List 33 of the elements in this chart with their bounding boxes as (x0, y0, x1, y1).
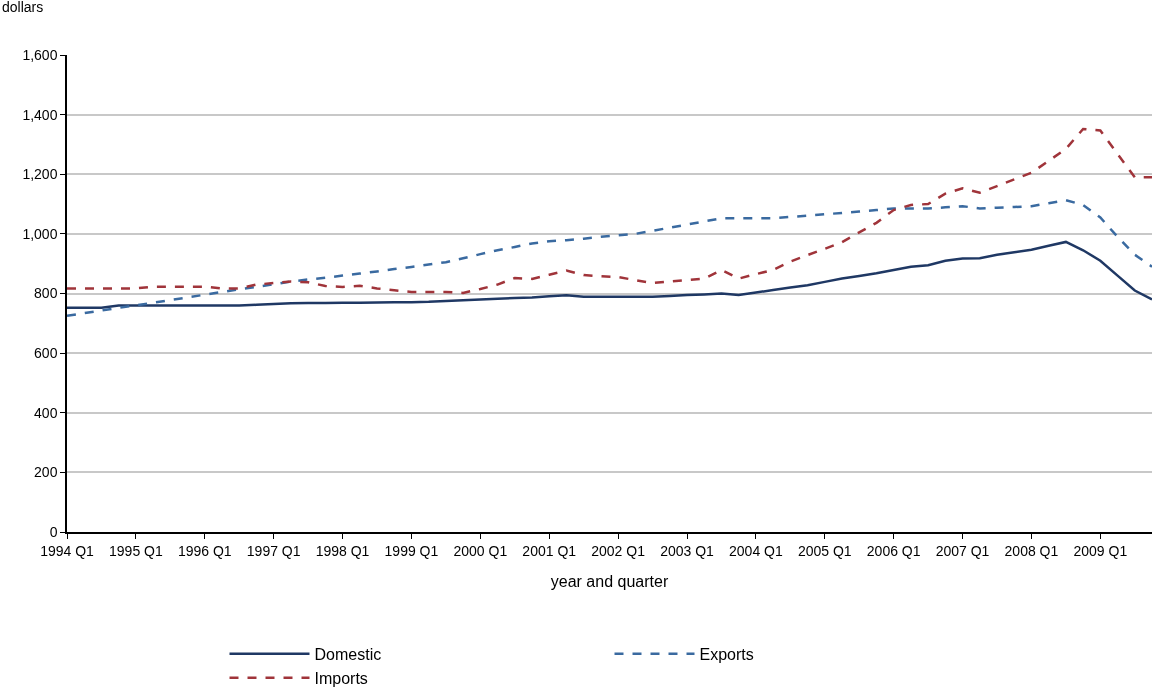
x-tick-label: 2000 Q1 (453, 542, 508, 559)
x-tick-label: 2008 Q1 (1004, 542, 1059, 559)
x-tick-label: 1996 Q1 (177, 542, 232, 559)
y-tick-label: 600 (34, 345, 58, 362)
x-tick-label: 2007 Q1 (935, 542, 990, 559)
x-tick-label: 1997 Q1 (246, 542, 301, 559)
x-tick-label: 1994 Q1 (40, 542, 95, 559)
y-tick-label: 800 (34, 285, 58, 302)
legend-label: Exports (699, 646, 754, 664)
line-series (67, 198, 1152, 318)
x-axis-title: year and quarter (550, 572, 669, 590)
y-tick-label: 0 (49, 523, 58, 540)
x-tick-label: 1995 Q1 (109, 542, 163, 559)
x-tick-label: 2002 Q1 (591, 542, 646, 559)
legend-label: Domestic (314, 646, 382, 664)
x-tick-label: 2003 Q1 (660, 542, 715, 559)
x-tick-label: 2009 Q1 (1073, 542, 1128, 559)
line-series (67, 240, 1152, 310)
x-tick-label: 2004 Q1 (729, 542, 783, 559)
y-tick-label: 1,400 (22, 106, 58, 123)
x-tick-label: 1998 Q1 (315, 542, 370, 559)
x-tick-label: 2006 Q1 (866, 542, 921, 559)
y-tick-label: 200 (34, 464, 58, 481)
legend-label: Imports (314, 669, 368, 687)
y-tick-label: 1,600 (22, 46, 58, 63)
x-tick-label: 2001 Q1 (522, 542, 577, 559)
line-series (67, 127, 1152, 295)
y-axis-title: dollars (2, 0, 44, 15)
x-tick-label: 1999 Q1 (384, 542, 439, 559)
x-tick-label: 2005 Q1 (797, 542, 852, 559)
y-tick-label: 400 (34, 404, 58, 421)
y-tick-label: 1,200 (22, 166, 58, 183)
y-tick-label: 1,000 (22, 225, 58, 242)
